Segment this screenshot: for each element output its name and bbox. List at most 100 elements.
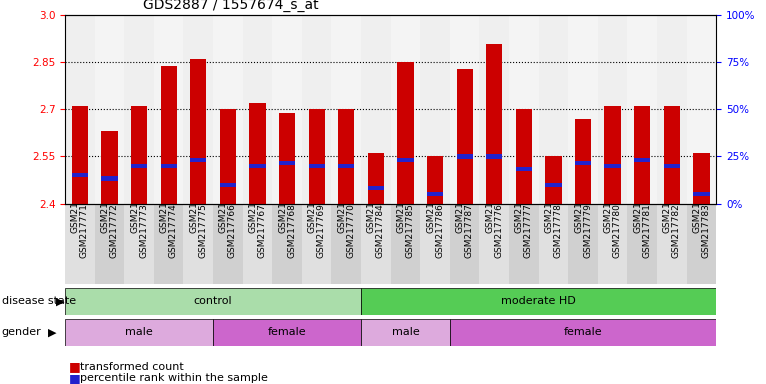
Text: GSM217769: GSM217769 [308, 178, 316, 233]
Text: ▶: ▶ [48, 327, 57, 337]
Text: GSM217785: GSM217785 [397, 178, 405, 233]
Bar [124, 204, 154, 284]
Text: GSM217775: GSM217775 [198, 204, 208, 258]
Bar [65, 319, 213, 346]
Bar [338, 109, 355, 204]
Bar [213, 204, 243, 284]
Bar [332, 204, 361, 284]
Bar [309, 164, 325, 168]
Bar [190, 157, 206, 162]
Bar [279, 161, 295, 165]
Bar [302, 15, 332, 204]
Bar [161, 66, 177, 204]
Text: GSM217786: GSM217786 [435, 204, 444, 258]
Text: GSM217766: GSM217766 [219, 178, 228, 233]
Bar [427, 157, 444, 204]
Text: GSM217774: GSM217774 [169, 204, 178, 258]
Text: GSM217766: GSM217766 [228, 204, 237, 258]
Text: GSM217772: GSM217772 [100, 178, 110, 232]
Text: GSM217787: GSM217787 [456, 178, 465, 233]
Text: GSM217779: GSM217779 [574, 178, 583, 233]
Bar [457, 154, 473, 159]
Text: GSM217784: GSM217784 [367, 178, 376, 232]
Bar [457, 69, 473, 204]
Bar [332, 15, 361, 204]
Text: female: female [268, 327, 306, 337]
Bar [509, 15, 538, 204]
Text: GSM217767: GSM217767 [248, 178, 257, 233]
Bar [486, 43, 502, 204]
Bar [575, 161, 591, 165]
Text: GSM217776: GSM217776 [494, 204, 503, 258]
Text: moderate HD: moderate HD [501, 296, 576, 306]
Text: GSM217769: GSM217769 [316, 204, 326, 258]
Bar [72, 173, 88, 177]
Bar [243, 15, 272, 204]
Text: GSM217787: GSM217787 [465, 204, 473, 258]
Bar [131, 164, 147, 168]
Text: female: female [564, 327, 602, 337]
Bar [101, 176, 118, 180]
Bar [604, 106, 620, 204]
Bar [450, 319, 716, 346]
Text: GSM217768: GSM217768 [278, 178, 287, 233]
Bar [184, 15, 213, 204]
Text: GSM217775: GSM217775 [189, 178, 198, 233]
Bar [686, 204, 716, 284]
Bar [368, 186, 384, 190]
Bar [279, 113, 295, 204]
Bar [634, 106, 650, 204]
Bar [302, 204, 332, 284]
Text: male: male [125, 327, 153, 337]
Text: GDS2887 / 1557674_s_at: GDS2887 / 1557674_s_at [143, 0, 319, 12]
Text: ■: ■ [69, 360, 80, 373]
Bar [568, 15, 597, 204]
Bar [693, 153, 709, 204]
Bar [65, 204, 95, 284]
Bar [65, 288, 361, 315]
Text: GSM217778: GSM217778 [553, 204, 562, 258]
Text: GSM217773: GSM217773 [139, 204, 148, 258]
Bar [272, 204, 302, 284]
Bar [575, 119, 591, 204]
Text: GSM217781: GSM217781 [633, 178, 642, 233]
Bar [657, 15, 686, 204]
Bar [627, 15, 657, 204]
Bar [686, 15, 716, 204]
Bar [398, 157, 414, 162]
Bar [361, 15, 391, 204]
Bar [486, 154, 502, 159]
Text: GSM217773: GSM217773 [130, 178, 139, 233]
Text: GSM217771: GSM217771 [71, 178, 80, 233]
Bar [604, 164, 620, 168]
Text: ▶: ▶ [56, 296, 64, 306]
Text: GSM217776: GSM217776 [485, 178, 494, 233]
Bar [161, 164, 177, 168]
Bar [184, 204, 213, 284]
Text: GSM217783: GSM217783 [692, 178, 702, 233]
Text: control: control [194, 296, 232, 306]
Text: gender: gender [2, 327, 41, 337]
Bar [538, 15, 568, 204]
Bar [480, 15, 509, 204]
Bar [361, 204, 391, 284]
Bar [190, 59, 206, 204]
Bar [101, 131, 118, 204]
Bar [95, 15, 124, 204]
Bar [338, 164, 355, 168]
Bar [213, 319, 361, 346]
Bar [421, 204, 450, 284]
Bar [243, 204, 272, 284]
Text: GSM217770: GSM217770 [337, 178, 346, 233]
Text: percentile rank within the sample: percentile rank within the sample [80, 373, 268, 383]
Text: ■: ■ [69, 372, 80, 384]
Text: GSM217785: GSM217785 [405, 204, 414, 258]
Text: GSM217770: GSM217770 [346, 204, 355, 258]
Text: GSM217783: GSM217783 [702, 204, 710, 258]
Bar [154, 204, 184, 284]
Bar [568, 204, 597, 284]
Bar [220, 109, 236, 204]
Text: disease state: disease state [2, 296, 76, 306]
Bar [65, 15, 95, 204]
Text: transformed count: transformed count [80, 362, 184, 372]
